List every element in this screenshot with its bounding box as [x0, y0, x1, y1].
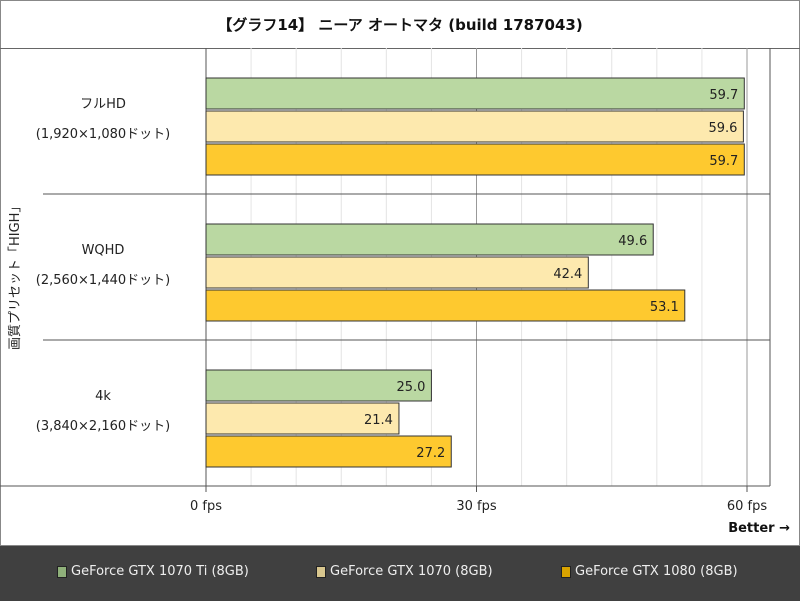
- legend-label: GeForce GTX 1070 (8GB): [330, 564, 493, 579]
- category-label: 4k (3,840×2,160ドット): [0, 382, 206, 442]
- x-tick-label: 60 fps: [727, 499, 768, 514]
- x-tick-label: 0 fps: [190, 499, 222, 514]
- legend-swatch: [561, 565, 571, 578]
- data-label: 59.7: [709, 88, 738, 103]
- legend-label: GeForce GTX 1080 (8GB): [575, 564, 738, 579]
- legend-swatch: [316, 565, 326, 578]
- legend-swatch: [57, 565, 67, 578]
- data-label: 49.6: [618, 234, 647, 249]
- better-annotation: Better →: [728, 521, 790, 536]
- category-resolution: (2,560×1,440ドット): [35, 273, 171, 288]
- bar: [205, 143, 745, 176]
- data-label: 59.6: [708, 121, 737, 136]
- category-resolution: (1,920×1,080ドット): [35, 127, 171, 142]
- legend: GeForce GTX 1070 Ti (8GB) GeForce GTX 107…: [0, 545, 800, 601]
- bar: [205, 435, 452, 468]
- category-name: WQHD: [81, 243, 125, 258]
- data-label: 59.7: [709, 154, 738, 169]
- chart-title: 【グラフ14】 ニーア オートマタ (build 1787043): [217, 16, 583, 34]
- data-label: 21.4: [364, 413, 393, 428]
- bar: [205, 77, 745, 110]
- bar: [205, 369, 432, 402]
- bar: [205, 110, 744, 143]
- x-tick-label: 30 fps: [456, 499, 497, 514]
- plot-area: 59.7 59.6 59.7 49.6 42.4 53.1 25.0 21.4 27.2 0 fp…: [0, 48, 771, 514]
- data-label: 42.4: [553, 267, 582, 282]
- legend-item: GeForce GTX 1070 (8GB): [316, 564, 493, 579]
- legend-item: GeForce GTX 1070 Ti (8GB): [57, 564, 249, 579]
- category-label: フルHD (1,920×1,080ドット): [0, 90, 206, 150]
- data-label: 25.0: [396, 380, 425, 395]
- legend-label: GeForce GTX 1070 Ti (8GB): [71, 564, 249, 579]
- data-label: 53.1: [650, 300, 679, 315]
- data-label: 27.2: [416, 446, 445, 461]
- category-resolution: (3,840×2,160ドット): [35, 419, 171, 434]
- bar: [205, 223, 654, 256]
- bar: [205, 289, 686, 322]
- bar: [205, 402, 400, 435]
- category-label: WQHD (2,560×1,440ドット): [0, 236, 206, 296]
- bar: [205, 256, 589, 289]
- title-divider: [0, 48, 800, 49]
- category-name: 4k: [95, 389, 111, 404]
- legend-item: GeForce GTX 1080 (8GB): [561, 564, 738, 579]
- category-name: フルHD: [80, 97, 126, 112]
